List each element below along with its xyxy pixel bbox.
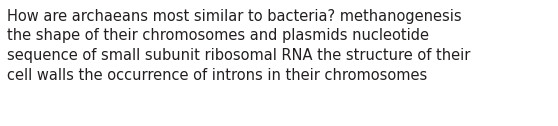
Text: How are archaeans most similar to bacteria? methanogenesis
the shape of their ch: How are archaeans most similar to bacter… bbox=[7, 9, 470, 83]
